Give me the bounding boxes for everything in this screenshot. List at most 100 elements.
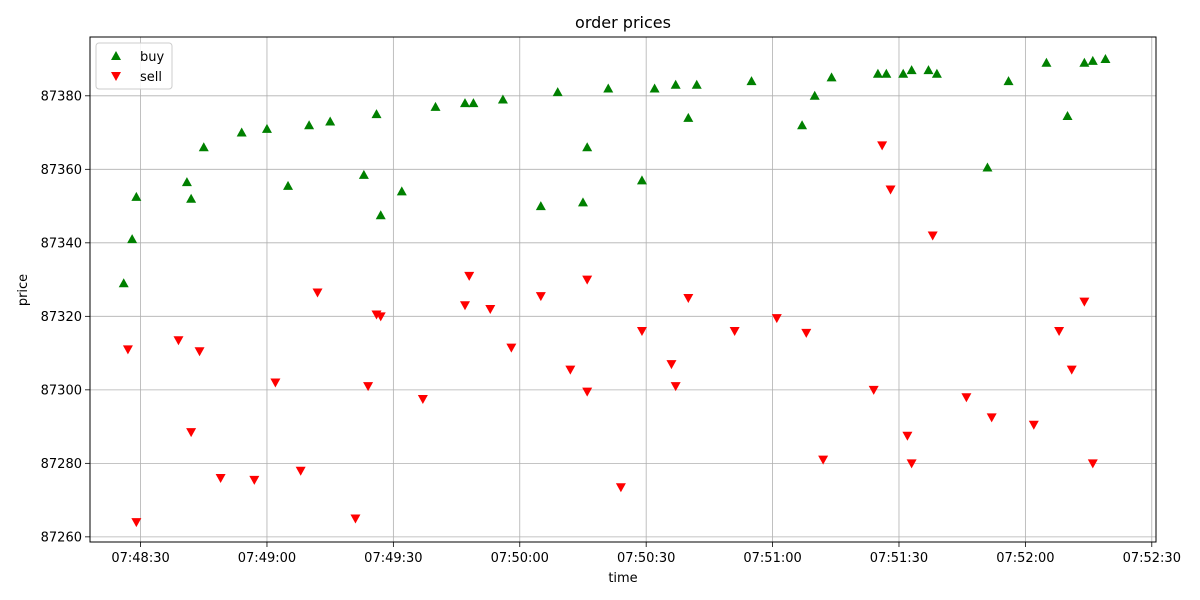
x-axis: 07:48:30 07:49:00 07:49:30 07:50:00 07:50:30…: [111, 542, 1181, 566]
buy-point: [649, 83, 660, 93]
buy-point: [1100, 54, 1111, 64]
x-tick-label: 07:50:00: [491, 551, 549, 566]
buy-point: [683, 112, 694, 122]
buy-point: [304, 120, 315, 130]
buy-point: [127, 234, 138, 244]
buy-point: [691, 79, 702, 89]
sell-point: [636, 327, 647, 337]
sell-point: [582, 275, 593, 285]
y-tick-label: 87340: [41, 236, 82, 251]
buy-point: [809, 90, 820, 100]
legend-marker-buy: [111, 51, 121, 60]
sell-point: [1087, 459, 1098, 469]
buy-point: [236, 127, 247, 137]
y-tick-label: 87320: [41, 310, 82, 325]
sell-point: [1054, 327, 1065, 337]
sell-point: [485, 304, 496, 314]
series-buy: [118, 54, 1111, 288]
buy-point: [923, 65, 934, 75]
buy-point: [186, 193, 197, 203]
sell-point: [1079, 297, 1090, 307]
buy-point: [396, 186, 407, 196]
sell-point: [186, 428, 197, 438]
sell-point: [270, 378, 281, 388]
buy-point: [131, 191, 142, 201]
x-tick-label: 07:51:00: [743, 551, 801, 566]
grid: [90, 37, 1156, 542]
buy-point: [1062, 111, 1073, 121]
buy-point: [358, 169, 369, 179]
buy-point: [459, 98, 470, 108]
x-tick-label: 07:49:30: [364, 551, 422, 566]
y-tick-label: 87300: [41, 383, 82, 398]
legend-label-sell: sell: [140, 70, 162, 85]
x-tick-label: 07:52:30: [1123, 551, 1181, 566]
buy-point: [468, 98, 479, 108]
sell-point: [417, 395, 428, 405]
buy-point: [261, 123, 272, 133]
y-tick-label: 87280: [41, 457, 82, 472]
buy-point: [283, 180, 294, 190]
sell-point: [906, 459, 917, 469]
legend: buy sell: [95, 42, 173, 90]
sell-point: [801, 328, 812, 338]
sell-point: [464, 271, 475, 281]
sell-point: [295, 466, 306, 476]
sell-point: [868, 385, 879, 395]
y-tick-label: 87380: [41, 89, 82, 104]
buy-point: [797, 120, 808, 130]
buy-point: [1041, 57, 1052, 67]
sell-point: [215, 474, 226, 484]
x-tick-label: 07:52:00: [996, 551, 1054, 566]
sell-point: [249, 475, 260, 485]
sell-point: [459, 301, 470, 311]
x-tick-label: 07:49:00: [238, 551, 296, 566]
sell-point: [683, 293, 694, 303]
legend-marker-sell: [111, 72, 121, 81]
sell-point: [771, 314, 782, 324]
buy-point: [982, 162, 993, 172]
buy-point: [931, 68, 942, 78]
buy-point: [582, 142, 593, 152]
buy-point: [1087, 55, 1098, 65]
buy-point: [603, 83, 614, 93]
buy-point: [577, 197, 588, 207]
x-tick-label: 07:51:30: [870, 551, 928, 566]
buy-point: [881, 68, 892, 78]
legend-label-buy: buy: [140, 50, 164, 65]
chart-title: order prices: [575, 13, 671, 32]
series-sell: [122, 141, 1098, 528]
sell-point: [818, 455, 829, 465]
sell-point: [1028, 420, 1039, 430]
buy-point: [1003, 76, 1014, 86]
x-tick-label: 07:48:30: [111, 551, 169, 566]
x-tick-label: 07:50:30: [617, 551, 675, 566]
sell-point: [194, 347, 205, 357]
sell-point: [312, 288, 323, 298]
plot-frame: [89, 36, 1157, 543]
sell-point: [122, 345, 133, 355]
sell-point: [350, 514, 361, 524]
buy-point: [325, 116, 336, 126]
data-points: [118, 54, 1111, 528]
sell-point: [666, 360, 677, 370]
buy-point: [746, 76, 757, 86]
sell-point: [729, 327, 740, 337]
buy-point: [430, 101, 441, 111]
buy-point: [826, 72, 837, 82]
sell-point: [885, 185, 896, 195]
sell-point: [986, 413, 997, 423]
buy-point: [118, 278, 129, 288]
buy-point: [872, 68, 883, 78]
buy-point: [375, 210, 386, 220]
sell-point: [1066, 365, 1077, 375]
buy-point: [497, 94, 508, 104]
sell-point: [535, 292, 546, 302]
y-axis: 87260 87280 87300 87320 87340 87360 87380: [41, 89, 90, 545]
buy-point: [1079, 57, 1090, 67]
y-axis-label: price: [16, 274, 31, 306]
buy-point: [636, 175, 647, 185]
sell-point: [902, 431, 913, 441]
